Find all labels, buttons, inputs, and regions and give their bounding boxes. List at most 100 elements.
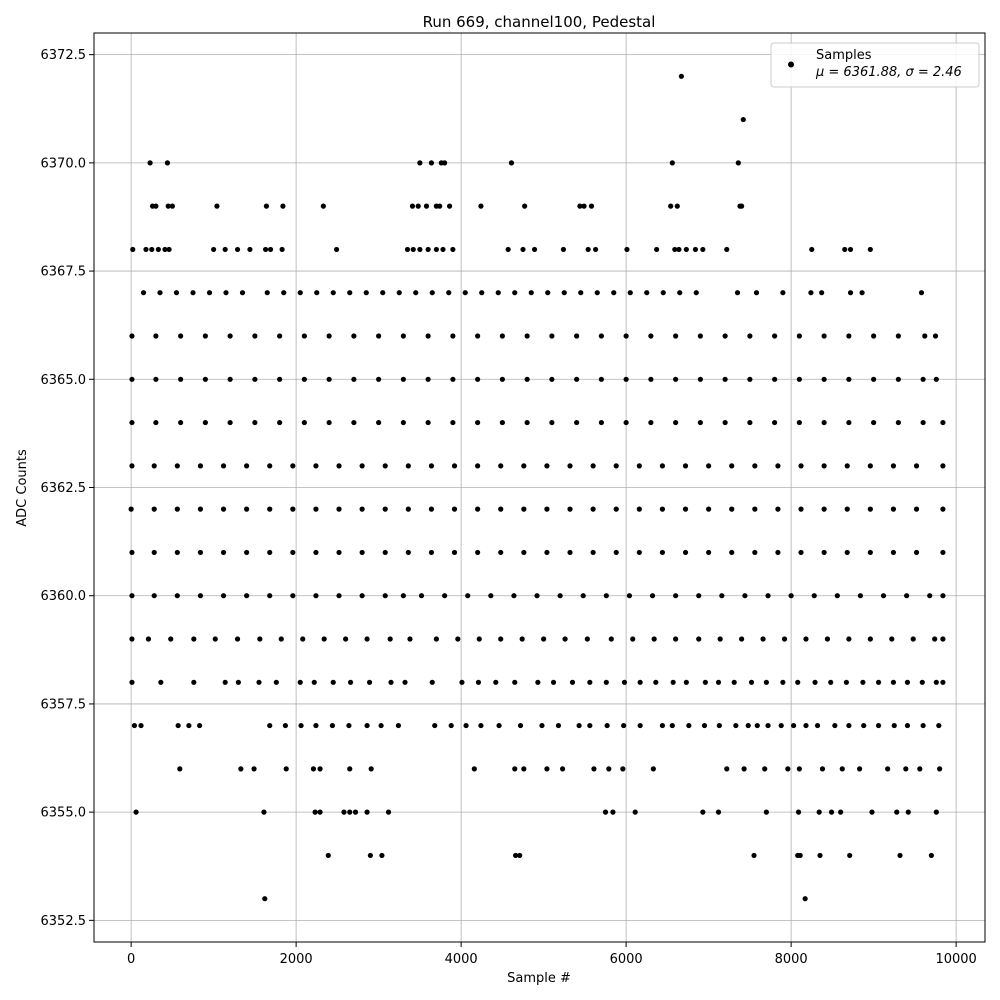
- data-point: [847, 246, 854, 253]
- data-point: [178, 333, 184, 339]
- data-point: [479, 290, 485, 296]
- data-point: [301, 333, 307, 339]
- data-point: [262, 896, 268, 902]
- data-point: [448, 722, 454, 729]
- data-point: [400, 593, 406, 599]
- data-point: [824, 636, 831, 642]
- data-point: [528, 290, 534, 296]
- data-point: [277, 376, 283, 382]
- data-point: [780, 290, 786, 296]
- data-point: [462, 290, 468, 296]
- data-point: [739, 636, 745, 642]
- data-point: [821, 506, 827, 512]
- chart-title: Run 669, channel100, Pedestal: [423, 13, 656, 31]
- data-point: [940, 463, 946, 469]
- data-point: [577, 203, 583, 209]
- data-point: [696, 593, 702, 599]
- x-tick-label: 2000: [280, 952, 313, 967]
- data-point: [544, 463, 550, 469]
- data-point: [674, 203, 680, 209]
- x-axis-title: Sample #: [507, 971, 571, 986]
- data-point: [753, 290, 760, 296]
- data-point: [220, 549, 227, 556]
- data-point: [450, 246, 456, 253]
- data-point: [913, 506, 920, 512]
- data-point: [423, 203, 430, 209]
- data-point: [417, 160, 423, 166]
- data-point: [326, 333, 332, 339]
- data-point: [623, 333, 629, 339]
- data-point: [168, 636, 174, 642]
- data-point: [920, 376, 926, 382]
- data-point: [227, 333, 233, 339]
- data-point: [623, 419, 629, 426]
- legend-label: Samples: [816, 48, 872, 63]
- data-point: [475, 463, 481, 469]
- data-point: [476, 636, 482, 642]
- data-point: [451, 549, 458, 556]
- data-point: [433, 246, 439, 253]
- data-point: [729, 506, 735, 512]
- data-point: [478, 203, 484, 209]
- data-point: [672, 246, 678, 253]
- data-point: [544, 766, 550, 772]
- data-point: [277, 333, 283, 339]
- data-point: [715, 679, 722, 685]
- data-point: [446, 290, 452, 296]
- data-point: [157, 290, 163, 296]
- data-point: [588, 203, 595, 209]
- data-point: [697, 333, 703, 339]
- data-point: [174, 506, 180, 512]
- data-point: [143, 246, 149, 253]
- data-point: [593, 246, 599, 253]
- data-point: [798, 463, 804, 469]
- data-point: [524, 419, 530, 426]
- data-point: [223, 290, 229, 296]
- data-point: [904, 593, 910, 599]
- data-point: [239, 290, 246, 296]
- data-point: [752, 463, 758, 469]
- data-point: [904, 722, 911, 729]
- data-point: [803, 636, 809, 642]
- data-point: [775, 506, 781, 512]
- data-point: [498, 549, 504, 556]
- data-point: [871, 419, 877, 426]
- data-point: [178, 376, 184, 382]
- data-point: [821, 463, 827, 469]
- data-point: [594, 290, 600, 296]
- data-point: [788, 593, 794, 599]
- data-point: [904, 679, 911, 685]
- data-point: [301, 419, 307, 426]
- data-point: [722, 419, 728, 426]
- data-point: [197, 463, 204, 469]
- y-axis-ticks: 6352.5 6355.0 6357.5 6360.0 6362.5 6365.0 6367…: [41, 48, 94, 929]
- data-point: [428, 506, 435, 512]
- data-point: [313, 463, 319, 469]
- data-point: [471, 766, 477, 772]
- data-point: [747, 333, 753, 339]
- data-point: [701, 722, 708, 729]
- data-point: [541, 636, 547, 642]
- data-point: [310, 766, 317, 772]
- data-point: [313, 722, 319, 729]
- data-point: [637, 679, 643, 685]
- data-point: [729, 549, 735, 556]
- data-point: [550, 679, 557, 685]
- data-point: [247, 246, 253, 253]
- data-point: [313, 506, 319, 512]
- data-point: [648, 419, 654, 426]
- data-point: [693, 290, 699, 296]
- data-point: [821, 333, 827, 339]
- x-tick-label: 4000: [445, 952, 478, 967]
- data-point: [376, 376, 382, 382]
- data-point: [202, 376, 208, 382]
- data-point: [257, 636, 263, 642]
- data-point: [936, 722, 942, 729]
- data-point: [191, 679, 197, 685]
- data-point: [632, 809, 638, 815]
- data-point: [455, 636, 461, 642]
- data-point: [227, 419, 233, 426]
- data-point: [380, 290, 386, 296]
- data-point: [940, 593, 946, 599]
- data-point: [613, 506, 619, 512]
